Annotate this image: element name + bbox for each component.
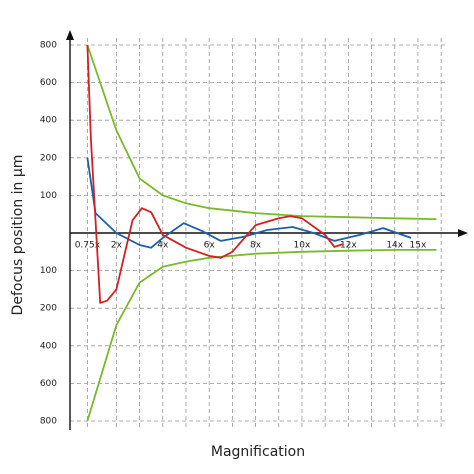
y-tick-label: 200 [40,153,57,163]
y-tick-label: 100 [40,191,57,201]
y-tick-label: 800 [40,41,57,51]
x-tick-label: 4x [157,241,169,251]
y-axis-arrow [66,30,74,40]
series-line [86,249,437,422]
x-tick-label: 14x [386,241,403,251]
x-tick-label: 8x [250,241,262,251]
y-tick-label: 200 [40,304,57,314]
y-tick-label: 400 [40,116,57,126]
y-axis-title: Defocus position in µm [10,155,26,316]
x-tick-label: 2x [111,241,123,251]
x-tick-label: 12x [340,241,357,251]
x-axis-title: Magnification [211,444,305,460]
series-line [86,157,412,249]
y-tick-label: 100 [40,266,57,276]
y-tick-label: 400 [40,341,57,351]
x-tick-label: 6x [204,241,216,251]
x-axis-arrow [458,229,468,237]
series-line [86,44,437,220]
grid [70,38,445,428]
y-tick-label: 800 [40,417,57,427]
y-tick-label: 600 [40,78,57,88]
x-tick-label: 0.75x [75,241,101,251]
y-tick-label: 600 [40,379,57,389]
series-line [86,44,344,304]
x-tick-label: 15x [410,241,427,251]
x-tick-label: 10x [294,241,311,251]
